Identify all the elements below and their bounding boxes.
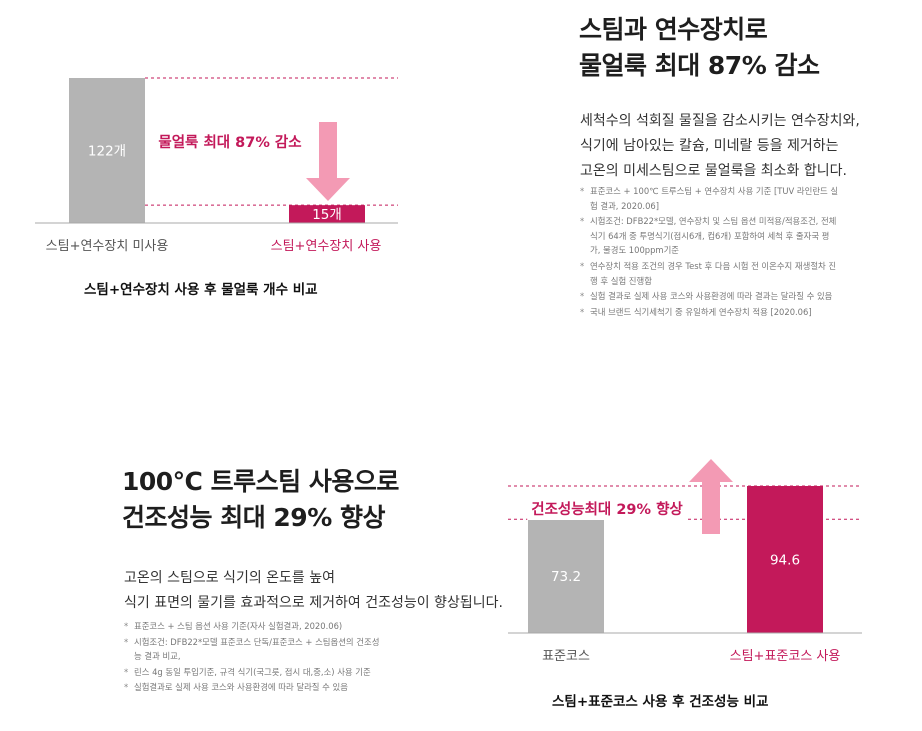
headline-line: 건조성능 최대 29% 향상: [122, 503, 385, 532]
chart2-bars: 73.2 94.6: [528, 486, 823, 633]
body-line: 세척수의 석회질 물질을 감소시키는 연수장치와,: [580, 113, 860, 129]
chart2-bar: [528, 519, 604, 633]
section1-footnotes: 표준코스 + 100℃ 트루스팀 + 연수장치 사용 기준 [TUV 라인란드 …: [580, 184, 838, 320]
body-line: 식기에 남아있는 칼슘, 미네랄 등을 제거하는: [580, 138, 839, 154]
footnote-item: 표준코스 + 100℃ 트루스팀 + 연수장치 사용 기준 [TUV 라인란드 …: [580, 184, 838, 213]
chart2-annotation: 건조성능최대 29% 향상: [531, 500, 683, 518]
up-arrow-shaft: [702, 481, 720, 534]
chart1-caption: 스팀+연수장치 사용 후 물얼룩 개수 비교: [84, 282, 318, 298]
chart1-bars: 122개 15개: [69, 78, 365, 223]
chart2-annotation-background: [527, 498, 688, 520]
headline-line: 100℃ 트루스팀 사용으로: [122, 467, 399, 496]
chart1-bar: [69, 78, 145, 223]
down-arrow-head: [306, 178, 350, 201]
chart2-value-label: 94.6: [770, 553, 800, 569]
chart2-bar: [747, 486, 823, 633]
footnote-item: 실험결과로 실제 사용 코스와 사용환경에 따라 달라질 수 있음: [124, 680, 379, 695]
water-spot-chart: 122개 15개 물얼룩 최대 87% 감소 스팀+연수장치 미사용 스팀+연수장…: [35, 77, 398, 254]
footnote-item: 표준코스 + 스팀 옵션 사용 기준(자사 실험결과, 2020.06): [124, 619, 379, 634]
footnote-item: 연수장치 적용 조건의 경우 Test 후 다음 시험 전 이온수지 재생절차 …: [580, 259, 838, 288]
chart2-category-label: 스팀+표준코스 사용: [730, 649, 841, 664]
footnote-item: 실험 결과로 실제 사용 코스와 사용환경에 따라 결과는 달라질 수 있음: [580, 289, 838, 304]
body-line: 고온의 미세스팀으로 물얼룩을 최소화 합니다.: [580, 163, 847, 179]
up-arrow-head: [689, 459, 733, 482]
chart1-value-label: 15개: [312, 207, 342, 223]
chart1-annotation: 물얼룩 최대 87% 감소: [158, 133, 301, 151]
headline-line: 물얼룩 최대 87% 감소: [579, 51, 820, 80]
headline-line: 스팀과 연수장치로: [579, 15, 768, 44]
footnote-item: 국내 브랜드 식기세척기 중 유일하게 연수장치 적용 [2020.06]: [580, 305, 838, 320]
section1-body: 세척수의 석회질 물질을 감소시키는 연수장치와, 식기에 남아있는 칼슘, 미…: [580, 109, 860, 184]
section1-headline: 스팀과 연수장치로 물얼룩 최대 87% 감소: [579, 12, 820, 84]
section2-body: 고온의 스팀으로 식기의 온도를 높여 식기 표면의 물기를 효과적으로 제거하…: [124, 566, 503, 616]
footnote-item: 시험조건: DFB22*모델, 연수장치 및 스팀 옵션 미적용/적용조건, 전…: [580, 214, 838, 258]
drying-performance-chart: 73.2 94.6 건조성능최대 29% 향상 표준코스 스팀+표준코스 사용: [508, 459, 862, 664]
footnote-item: 린스 4g 동일 투입기준, 규격 식기(국그릇, 접시 대,중,소) 사용 기…: [124, 665, 379, 680]
body-line: 고온의 스팀으로 식기의 온도를 높여: [124, 570, 335, 586]
footnote-item: 시험조건: DFB22*모델 표준코스 단독/표준코스 + 스팀옵션의 건조성능…: [124, 635, 379, 664]
chart2-category-label: 표준코스: [542, 649, 590, 664]
section2-footnotes: 표준코스 + 스팀 옵션 사용 기준(자사 실험결과, 2020.06) 시험조…: [124, 619, 379, 696]
chart1-category-label: 스팀+연수장치 미사용: [46, 239, 169, 254]
chart1-down-arrow: [306, 122, 350, 201]
chart2-value-label: 73.2: [551, 569, 581, 585]
chart2-up-arrow: [689, 459, 733, 534]
down-arrow-shaft: [319, 122, 337, 180]
chart1-bar: [289, 205, 365, 223]
chart2-caption: 스팀+표준코스 사용 후 건조성능 비교: [552, 694, 769, 710]
chart1-value-label: 122개: [88, 144, 126, 160]
section2-headline: 100℃ 트루스팀 사용으로 건조성능 최대 29% 향상: [122, 464, 399, 536]
chart1-category-label: 스팀+연수장치 사용: [271, 239, 382, 254]
body-line: 식기 표면의 물기를 효과적으로 제거하여 건조성능이 향상됩니다.: [124, 595, 503, 611]
